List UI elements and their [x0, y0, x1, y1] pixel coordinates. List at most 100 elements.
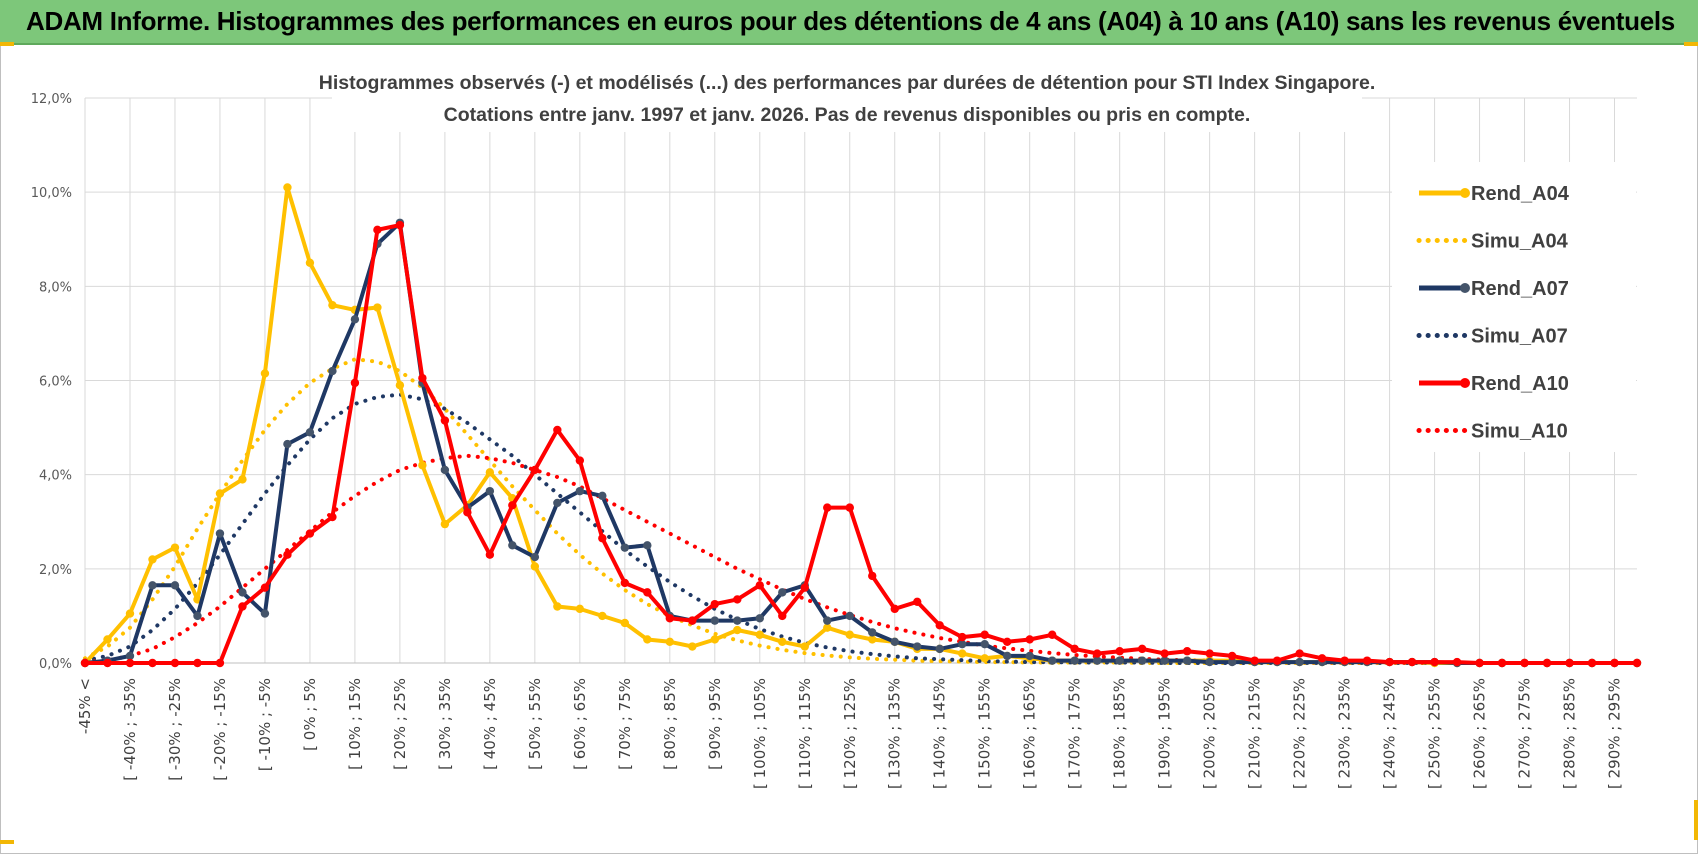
- data-point: [1115, 656, 1124, 665]
- data-point: [463, 508, 472, 517]
- data-point: [530, 465, 540, 475]
- data-point: [935, 621, 944, 630]
- data-point: [620, 543, 630, 552]
- data-point: [238, 475, 247, 484]
- x-tick-label: [ 160% ; 165%: [1021, 678, 1039, 789]
- data-point: [1497, 658, 1507, 668]
- data-point: [1182, 656, 1192, 665]
- data-point: [1115, 647, 1124, 656]
- data-point: [665, 614, 675, 623]
- data-point: [935, 644, 944, 654]
- x-tick-label: [ -20% ; -15%: [211, 678, 229, 781]
- data-point: [778, 588, 787, 597]
- data-point: [710, 616, 719, 625]
- data-point: [598, 534, 607, 543]
- legend-background: [1392, 162, 1636, 452]
- data-point: [980, 654, 989, 663]
- data-point: [1025, 635, 1034, 644]
- data-point: [1160, 649, 1169, 658]
- data-point: [1182, 647, 1192, 656]
- x-tick-label: [ 200% ; 205%: [1201, 678, 1219, 789]
- x-tick-label: [ 240% ; 245%: [1381, 678, 1399, 789]
- legend-label: Rend_A07: [1471, 278, 1569, 300]
- legend-label: Rend_A04: [1471, 183, 1570, 205]
- data-point: [890, 637, 899, 647]
- data-point: [80, 658, 90, 668]
- data-point: [1632, 658, 1642, 668]
- x-tick-label: -45% <: [76, 678, 94, 734]
- legend-label: Simu_A04: [1471, 231, 1569, 253]
- legend-label: Simu_A10: [1471, 421, 1568, 443]
- x-tick-label: [ 130% ; 135%: [886, 678, 904, 789]
- data-point: [710, 599, 719, 609]
- data-point: [103, 635, 112, 644]
- data-point: [1205, 657, 1214, 667]
- x-tick-label: [ 290% ; 295%: [1606, 678, 1624, 789]
- x-tick-label: [ 70% ; 75%: [616, 678, 634, 770]
- data-point: [980, 639, 989, 649]
- data-point: [845, 611, 854, 621]
- x-tick-label: [ 80% ; 85%: [661, 678, 679, 770]
- data-point: [373, 303, 382, 312]
- data-point: [508, 501, 517, 510]
- data-point: [283, 183, 292, 192]
- x-tick-label: [ 170% ; 175%: [1066, 678, 1084, 789]
- y-tick-label: 8,0%: [39, 280, 72, 295]
- x-tick-label: [ 190% ; 195%: [1156, 678, 1174, 789]
- data-point: [260, 609, 270, 618]
- legend-marker: [1460, 283, 1470, 293]
- legend-item: Simu_A10: [1416, 421, 1568, 443]
- data-point: [508, 541, 517, 550]
- corner-mark-top-left: [0, 42, 14, 46]
- x-tick-label: [ 140% ; 145%: [931, 678, 949, 789]
- data-point: [148, 581, 157, 590]
- x-tick-label: [ 250% ; 255%: [1426, 678, 1444, 789]
- data-point: [1520, 658, 1529, 668]
- data-point: [1362, 656, 1372, 665]
- data-point: [755, 581, 764, 590]
- series-Simu_A10: [83, 453, 1639, 665]
- data-point: [328, 300, 337, 310]
- x-tick-label: [ 110% ; 115%: [796, 678, 814, 789]
- data-point: [1542, 658, 1552, 668]
- x-tick-label: [ 220% ; 225%: [1291, 678, 1309, 789]
- x-tick-label: [ 180% ; 185%: [1111, 678, 1129, 789]
- data-point: [485, 550, 495, 559]
- data-point: [1272, 656, 1282, 665]
- x-axis-ticks: -45% < [ -40% ; -35% [ -30% ; -25% [ -20% ;…: [76, 678, 1624, 789]
- data-point: [778, 637, 787, 647]
- x-tick-label: [ 0% ; 5%: [301, 678, 319, 751]
- x-tick-label: [ 280% ; 285%: [1561, 678, 1579, 789]
- data-point: [215, 529, 225, 538]
- data-point: [1452, 657, 1462, 667]
- data-point: [1047, 630, 1057, 639]
- x-tick-label: [ 50% ; 55%: [526, 678, 544, 770]
- data-point: [778, 611, 787, 621]
- data-point: [148, 658, 157, 668]
- data-point: [598, 611, 607, 621]
- corner-mark-top-right: [1684, 42, 1698, 46]
- y-tick-label: 12,0%: [31, 92, 72, 107]
- x-tick-label: [ 270% ; 275%: [1516, 678, 1534, 789]
- data-point: [868, 571, 877, 581]
- data-point: [530, 562, 540, 571]
- data-point: [575, 456, 585, 465]
- series-Rend_A10: [80, 220, 1642, 668]
- data-point: [530, 552, 540, 562]
- x-tick-label: [ 150% ; 155%: [976, 678, 994, 789]
- y-tick-label: 10,0%: [31, 186, 72, 201]
- data-point: [1565, 658, 1574, 668]
- legend-item: Simu_A07: [1416, 326, 1568, 348]
- data-point: [305, 529, 315, 538]
- data-point: [643, 541, 652, 550]
- data-point: [260, 583, 270, 592]
- chart-title-line-2: Cotations entre janv. 1997 et janv. 2026…: [444, 104, 1251, 126]
- data-point: [1385, 657, 1394, 667]
- data-point: [913, 642, 922, 651]
- data-point: [823, 503, 832, 512]
- data-point: [620, 618, 630, 628]
- x-tick-label: [ 60% ; 65%: [571, 678, 589, 770]
- data-point: [1227, 657, 1237, 667]
- data-point: [170, 581, 180, 590]
